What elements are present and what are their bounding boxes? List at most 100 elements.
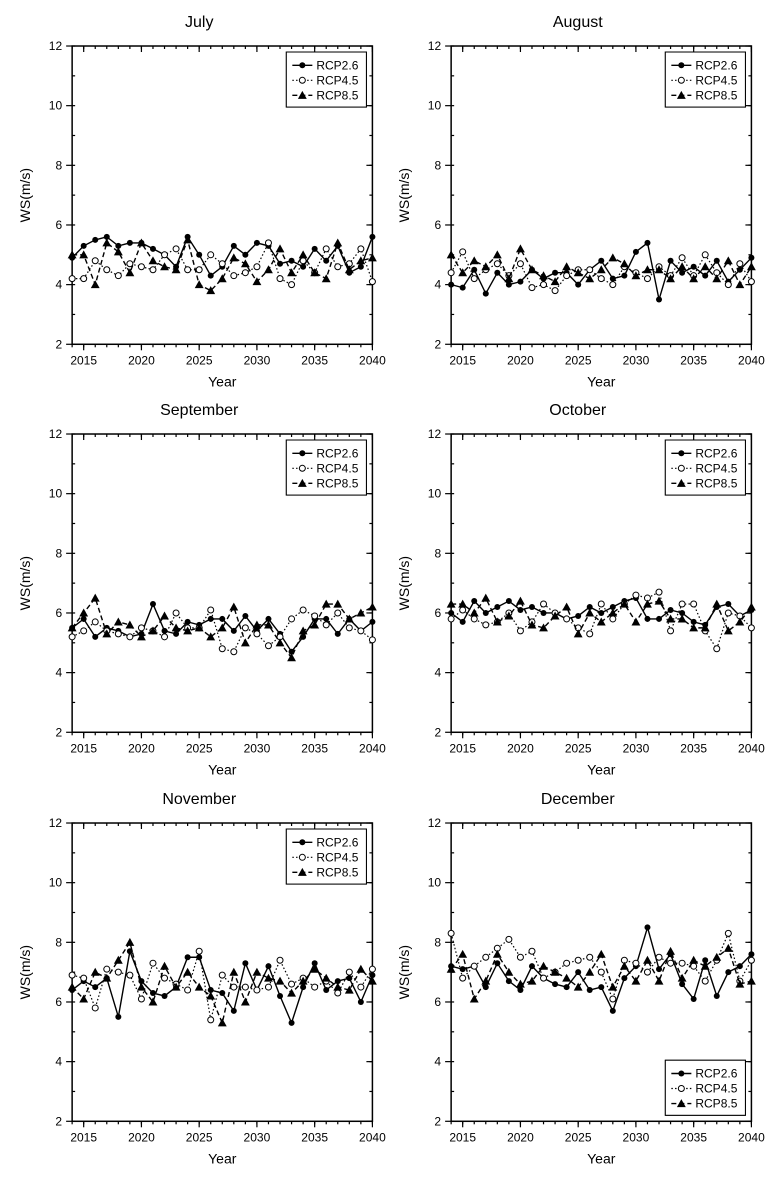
y-axis-label: WS(m/s) xyxy=(396,945,412,999)
svg-text:8: 8 xyxy=(434,935,441,949)
svg-text:12: 12 xyxy=(427,427,441,441)
svg-text:2040: 2040 xyxy=(738,742,765,756)
panel-title: November xyxy=(10,791,389,809)
y-axis-label: WS(m/s) xyxy=(17,168,33,222)
svg-text:4: 4 xyxy=(55,278,62,292)
y-axis-label: WS(m/s) xyxy=(396,556,412,610)
svg-text:10: 10 xyxy=(49,99,63,113)
svg-text:6: 6 xyxy=(434,218,441,232)
svg-text:2: 2 xyxy=(434,726,441,740)
x-axis-label: Year xyxy=(587,1150,616,1166)
svg-text:2030: 2030 xyxy=(244,353,271,367)
chart-panel-october: October20152020202520302035204024681012Y… xyxy=(389,398,768,786)
legend-label: RCP4.5 xyxy=(316,73,358,87)
legend-label: RCP8.5 xyxy=(316,477,358,491)
svg-text:2: 2 xyxy=(55,1114,62,1128)
series-RCP2.6 xyxy=(72,237,372,276)
svg-text:2035: 2035 xyxy=(301,353,328,367)
svg-text:2015: 2015 xyxy=(70,353,97,367)
svg-text:2015: 2015 xyxy=(70,1130,97,1144)
svg-text:2030: 2030 xyxy=(244,742,271,756)
chart-panel-july: July20152020202520302035204024681012Year… xyxy=(10,10,389,398)
svg-text:4: 4 xyxy=(55,1054,62,1068)
legend-label: RCP4.5 xyxy=(695,1081,737,1095)
svg-text:2025: 2025 xyxy=(564,1130,591,1144)
legend-label: RCP2.6 xyxy=(316,447,358,461)
svg-text:2020: 2020 xyxy=(507,353,534,367)
panel-title: September xyxy=(10,402,389,420)
svg-text:2025: 2025 xyxy=(186,353,213,367)
svg-text:2030: 2030 xyxy=(622,353,649,367)
legend-label: RCP2.6 xyxy=(316,58,358,72)
svg-text:2030: 2030 xyxy=(244,1130,271,1144)
svg-text:6: 6 xyxy=(434,995,441,1009)
chart-panel-september: September2015202020252030203520402468101… xyxy=(10,398,389,786)
chart-svg: 20152020202520302035204024681012YearWS(m… xyxy=(10,422,389,786)
legend-label: RCP8.5 xyxy=(695,88,737,102)
chart-panel-december: December20152020202520302035204024681012… xyxy=(389,787,768,1175)
panel-title: July xyxy=(10,14,389,32)
x-axis-label: Year xyxy=(587,762,616,778)
y-axis-label: WS(m/s) xyxy=(17,556,33,610)
svg-text:2025: 2025 xyxy=(186,742,213,756)
svg-text:2020: 2020 xyxy=(507,1130,534,1144)
svg-text:2025: 2025 xyxy=(564,353,591,367)
legend-label: RCP8.5 xyxy=(695,477,737,491)
chart-svg: 20152020202520302035204024681012YearWS(m… xyxy=(389,422,768,786)
svg-text:2030: 2030 xyxy=(622,1130,649,1144)
legend-label: RCP2.6 xyxy=(695,58,737,72)
legend-label: RCP2.6 xyxy=(695,447,737,461)
svg-text:2025: 2025 xyxy=(186,1130,213,1144)
svg-text:12: 12 xyxy=(427,816,441,830)
svg-text:4: 4 xyxy=(434,278,441,292)
svg-text:2015: 2015 xyxy=(449,1130,476,1144)
svg-text:2020: 2020 xyxy=(128,742,155,756)
panel-title: December xyxy=(389,791,768,809)
svg-text:2030: 2030 xyxy=(622,742,649,756)
svg-text:2040: 2040 xyxy=(359,353,386,367)
legend-label: RCP4.5 xyxy=(695,73,737,87)
x-axis-label: Year xyxy=(587,373,616,389)
legend-label: RCP4.5 xyxy=(316,850,358,864)
svg-text:2: 2 xyxy=(434,337,441,351)
svg-text:2035: 2035 xyxy=(301,1130,328,1144)
svg-text:10: 10 xyxy=(427,99,441,113)
y-axis-label: WS(m/s) xyxy=(17,945,33,999)
svg-text:2040: 2040 xyxy=(359,742,386,756)
svg-text:8: 8 xyxy=(55,547,62,561)
svg-text:2035: 2035 xyxy=(680,353,707,367)
chart-svg: 20152020202520302035204024681012YearWS(m… xyxy=(389,34,768,398)
chart-svg: 20152020202520302035204024681012YearWS(m… xyxy=(389,811,768,1175)
svg-text:2: 2 xyxy=(434,1114,441,1128)
x-axis-label: Year xyxy=(208,373,237,389)
chart-panel-november: November20152020202520302035204024681012… xyxy=(10,787,389,1175)
svg-text:8: 8 xyxy=(55,158,62,172)
svg-text:10: 10 xyxy=(427,875,441,889)
svg-text:2020: 2020 xyxy=(128,1130,155,1144)
svg-text:8: 8 xyxy=(434,547,441,561)
legend-label: RCP8.5 xyxy=(695,1096,737,1110)
svg-text:2040: 2040 xyxy=(359,1130,386,1144)
svg-text:4: 4 xyxy=(55,666,62,680)
svg-text:2015: 2015 xyxy=(449,742,476,756)
svg-text:6: 6 xyxy=(55,606,62,620)
svg-text:8: 8 xyxy=(434,158,441,172)
svg-text:2035: 2035 xyxy=(301,742,328,756)
y-axis-label: WS(m/s) xyxy=(396,168,412,222)
svg-text:2: 2 xyxy=(55,337,62,351)
svg-text:12: 12 xyxy=(49,816,63,830)
panel-title: October xyxy=(389,402,768,420)
svg-text:10: 10 xyxy=(427,487,441,501)
svg-text:2020: 2020 xyxy=(507,742,534,756)
panel-title: August xyxy=(389,14,768,32)
svg-text:2015: 2015 xyxy=(449,353,476,367)
svg-text:2035: 2035 xyxy=(680,1130,707,1144)
svg-text:2: 2 xyxy=(55,726,62,740)
svg-text:12: 12 xyxy=(49,39,63,53)
svg-text:10: 10 xyxy=(49,487,63,501)
legend-label: RCP4.5 xyxy=(695,462,737,476)
chart-svg: 20152020202520302035204024681012YearWS(m… xyxy=(10,811,389,1175)
chart-panel-august: August20152020202520302035204024681012Ye… xyxy=(389,10,768,398)
svg-text:2015: 2015 xyxy=(70,742,97,756)
svg-text:2025: 2025 xyxy=(564,742,591,756)
